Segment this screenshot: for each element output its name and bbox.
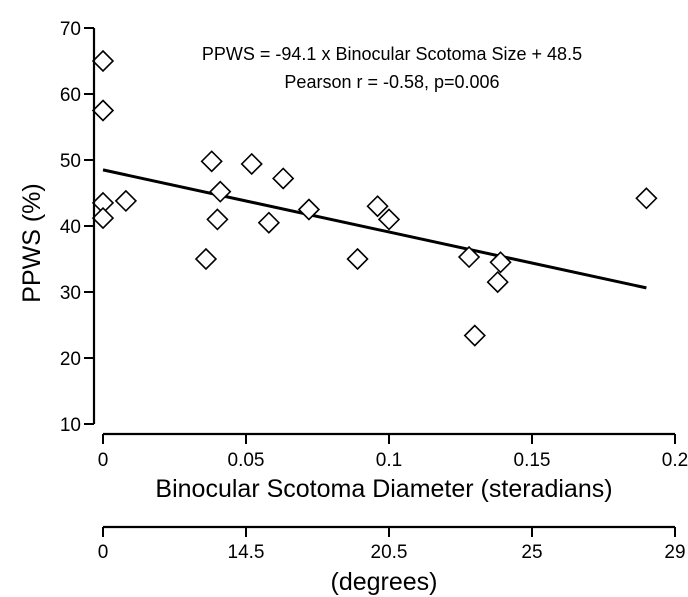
data-point xyxy=(207,209,227,229)
y-tick-label: 50 xyxy=(60,151,81,172)
data-point xyxy=(93,208,113,228)
y-tick-label: 60 xyxy=(60,85,81,106)
secondary-x-tick-label: 20.5 xyxy=(371,542,408,563)
data-point xyxy=(93,51,113,71)
x-axis-title: Binocular Scotoma Diameter (steradians) xyxy=(155,475,612,503)
data-point xyxy=(196,249,216,269)
pearson-annotation: Pearson r = -0.58, p=0.006 xyxy=(284,72,499,92)
y-tick-label: 30 xyxy=(60,283,81,304)
data-point xyxy=(93,101,113,121)
data-point xyxy=(242,154,262,174)
data-point xyxy=(465,326,485,346)
y-tick-label: 10 xyxy=(60,415,81,436)
data-point xyxy=(488,272,508,292)
x-tick-label: 0 xyxy=(98,450,109,471)
data-point xyxy=(636,188,656,208)
x-tick-label: 0.2 xyxy=(662,450,688,471)
regression-line xyxy=(103,170,646,288)
x-tick-label: 0.05 xyxy=(228,450,265,471)
regression-equation: PPWS = -94.1 x Binocular Scotoma Size + … xyxy=(202,44,582,64)
secondary-x-tick-label: 14.5 xyxy=(228,542,265,563)
data-point xyxy=(348,249,368,269)
x-tick-label: 0.15 xyxy=(514,450,551,471)
data-point xyxy=(116,191,136,211)
data-point xyxy=(210,182,230,202)
y-axis-title: PPWS (%) xyxy=(18,183,46,302)
data-point xyxy=(202,151,222,171)
data-point xyxy=(259,213,279,233)
y-tick-label: 20 xyxy=(60,349,81,370)
data-point xyxy=(273,168,293,188)
secondary-x-tick-label: 29 xyxy=(664,542,685,563)
secondary-x-tick-label: 25 xyxy=(521,542,542,563)
secondary-x-tick-label: 0 xyxy=(98,542,109,563)
y-tick-label: 70 xyxy=(60,19,81,40)
x-tick-label: 0.1 xyxy=(376,450,402,471)
secondary-x-axis-title: (degrees) xyxy=(331,568,438,596)
y-tick-label: 40 xyxy=(60,217,81,238)
